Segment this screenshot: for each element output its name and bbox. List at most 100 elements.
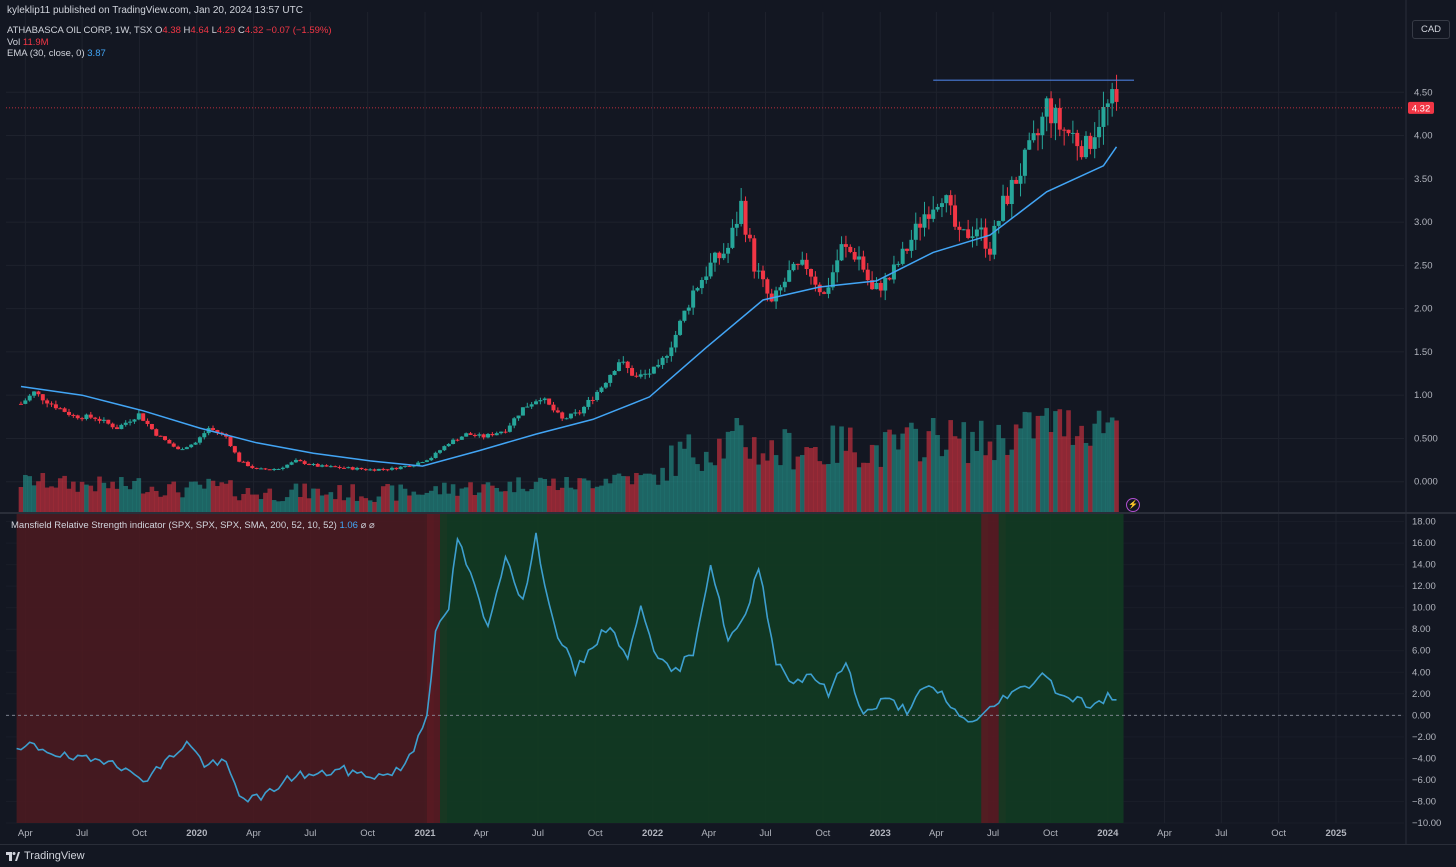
candle bbox=[424, 459, 429, 463]
x-tick-label: 2021 bbox=[414, 828, 436, 839]
volume-bar bbox=[821, 464, 827, 512]
x-tick-label: 2024 bbox=[1097, 828, 1119, 839]
volume-bar bbox=[542, 479, 548, 512]
volume-bar bbox=[472, 495, 478, 512]
candle-body bbox=[355, 467, 360, 470]
candle-body bbox=[311, 464, 316, 466]
candle-body bbox=[176, 446, 181, 450]
candle bbox=[634, 372, 639, 378]
candle-body bbox=[568, 413, 573, 419]
volume-bar bbox=[813, 446, 818, 512]
candle bbox=[651, 366, 656, 375]
candle bbox=[1035, 128, 1040, 151]
candle bbox=[739, 188, 744, 227]
candle bbox=[621, 356, 626, 365]
candle bbox=[468, 431, 473, 436]
volume-bar bbox=[193, 481, 198, 512]
x-tick-label: Jul bbox=[532, 828, 544, 839]
ohlc-low: 4.29 bbox=[216, 25, 236, 36]
volume-bar bbox=[974, 450, 980, 512]
candle bbox=[298, 459, 303, 462]
candle-body bbox=[966, 229, 971, 238]
volume-bar bbox=[363, 498, 369, 512]
volume-bar bbox=[31, 485, 37, 512]
candle bbox=[782, 277, 787, 292]
indicator-extra: ⌀ ⌀ bbox=[360, 520, 375, 531]
volume-bar bbox=[201, 488, 207, 512]
candle-body bbox=[49, 403, 54, 405]
candle bbox=[75, 414, 80, 420]
candle bbox=[817, 282, 822, 296]
volume-bar bbox=[167, 484, 172, 512]
volume-bar bbox=[804, 447, 809, 512]
candle-body bbox=[1001, 195, 1006, 221]
volume-bar bbox=[258, 499, 264, 512]
volume-bar bbox=[210, 480, 216, 512]
candle bbox=[45, 398, 50, 408]
volume-bar bbox=[1057, 409, 1063, 512]
volume-bar bbox=[655, 484, 661, 512]
candle bbox=[1066, 129, 1071, 137]
candle-body bbox=[918, 223, 923, 228]
volume-bar bbox=[660, 467, 665, 512]
candle-body bbox=[944, 195, 949, 204]
candle-body bbox=[499, 431, 504, 434]
candle bbox=[922, 201, 927, 237]
candle-body bbox=[1092, 137, 1097, 149]
candle-body bbox=[315, 464, 320, 467]
candle bbox=[1057, 98, 1062, 137]
volume-bar bbox=[725, 431, 731, 512]
candle-body bbox=[1018, 175, 1023, 184]
rs-tick-label: −2.00 bbox=[1412, 732, 1436, 743]
volume-bar bbox=[830, 425, 836, 512]
currency-button[interactable]: CAD bbox=[1412, 20, 1450, 39]
volume-bar bbox=[926, 431, 932, 512]
candle-body bbox=[189, 444, 194, 448]
lightning-icon[interactable]: ⚡ bbox=[1126, 498, 1140, 512]
candle-body bbox=[1040, 116, 1045, 136]
candle bbox=[878, 280, 883, 298]
rs-tick-label: −6.00 bbox=[1412, 775, 1436, 786]
candle-body bbox=[376, 468, 381, 471]
volume-bar bbox=[49, 486, 54, 512]
y-tick-label: 1.50 bbox=[1414, 347, 1433, 358]
candle bbox=[721, 243, 726, 261]
volume-bar bbox=[280, 501, 286, 512]
volume-bar bbox=[647, 473, 652, 512]
candle bbox=[36, 390, 41, 397]
volume-bar bbox=[573, 489, 578, 512]
candle-body bbox=[621, 361, 626, 363]
volume-bar bbox=[101, 482, 107, 512]
candle bbox=[1062, 127, 1067, 146]
volume-bar bbox=[568, 487, 574, 512]
volume-bar bbox=[424, 492, 430, 512]
candle-body bbox=[302, 461, 307, 464]
candle bbox=[953, 194, 958, 230]
rs-tick-label: 16.00 bbox=[1412, 538, 1436, 549]
volume-bar bbox=[1109, 417, 1115, 512]
candle-body bbox=[774, 290, 779, 302]
volume-bar bbox=[114, 488, 120, 512]
candle-body bbox=[1088, 135, 1093, 149]
candle-body bbox=[507, 425, 512, 432]
volume-bar bbox=[171, 481, 177, 512]
candle bbox=[913, 212, 918, 250]
candle bbox=[612, 370, 617, 376]
candle bbox=[774, 286, 779, 310]
rs-tick-label: −10.00 bbox=[1412, 818, 1441, 829]
volume-bar bbox=[62, 475, 67, 512]
candle-body bbox=[27, 395, 32, 401]
volume-bar bbox=[175, 492, 181, 512]
tradingview-brand[interactable]: TradingView bbox=[6, 850, 85, 862]
volume-bar bbox=[891, 434, 897, 512]
candle bbox=[743, 196, 748, 243]
candle bbox=[141, 413, 146, 422]
volume-bar bbox=[311, 488, 316, 512]
volume-bar bbox=[298, 497, 303, 512]
x-tick-label: Apr bbox=[18, 828, 33, 839]
candle-body bbox=[564, 418, 569, 420]
candle-body bbox=[1079, 146, 1084, 158]
volume-bar bbox=[267, 488, 273, 512]
candle-body bbox=[293, 459, 298, 463]
